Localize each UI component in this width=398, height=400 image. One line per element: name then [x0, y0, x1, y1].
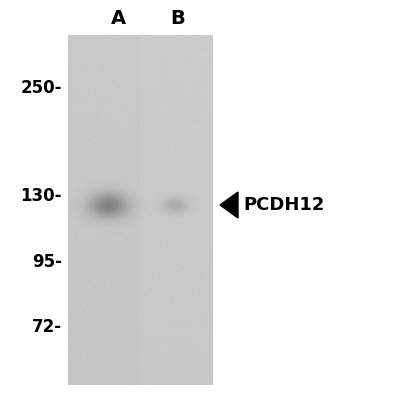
Text: 130-: 130-: [21, 187, 62, 205]
Text: 95-: 95-: [32, 253, 62, 271]
Text: 250-: 250-: [21, 79, 62, 97]
Text: A: A: [110, 8, 125, 28]
Text: 72-: 72-: [32, 318, 62, 336]
Text: PCDH12: PCDH12: [243, 196, 324, 214]
Text: B: B: [171, 8, 185, 28]
Polygon shape: [220, 192, 238, 218]
